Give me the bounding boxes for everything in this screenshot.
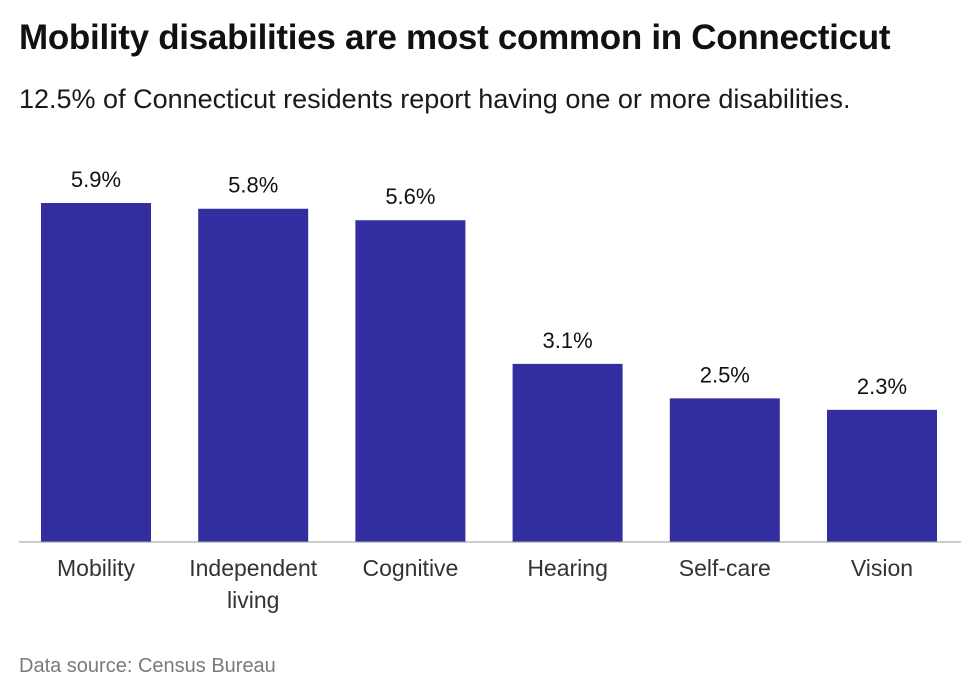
chart-subtitle: 12.5% of Connecticut residents report ha… [19,84,851,114]
bar-mobility [41,203,151,542]
category-label: Hearing [527,555,608,581]
value-label: 5.6% [385,184,435,209]
bar-chart: 5.9% 5.8% 5.6% 3.1% 2.5% 2.3% Mobility Indepen… [19,167,961,613]
value-label: 5.9% [71,167,121,192]
category-label: Vision [851,555,913,581]
chart-title: Mobility disabilities are most common in… [19,18,891,57]
bar-cognitive [355,220,466,542]
bar-hearing [512,363,623,542]
bar-self-care [669,398,780,542]
category-label: Independent living [189,555,318,613]
value-label: 5.8% [228,173,278,198]
bars-group [41,203,937,542]
bar-vision [827,409,937,542]
value-labels-group: 5.9% 5.8% 5.6% 3.1% 2.5% 2.3% [71,167,907,399]
value-label: 3.1% [543,328,593,353]
data-source-note: Data source: Census Bureau [19,655,276,677]
category-label: Cognitive [362,555,458,581]
value-label: 2.3% [857,374,907,399]
value-label: 2.5% [700,362,750,387]
category-label: Mobility [57,555,135,581]
bar-independent-living [198,208,309,542]
category-labels-group: Mobility Independent living Cognitive Hearin… [57,555,913,613]
category-label: Self-care [679,555,771,581]
